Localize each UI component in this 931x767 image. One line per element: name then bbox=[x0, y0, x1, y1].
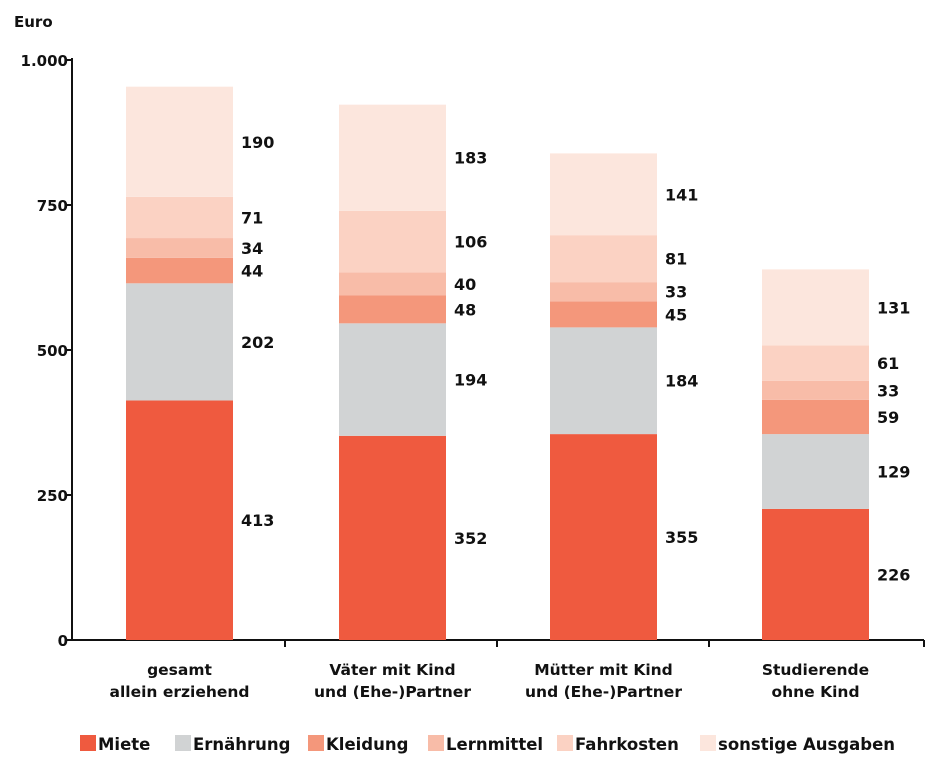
bar-segment-fahrkosten bbox=[550, 235, 657, 283]
value-label: 131 bbox=[877, 298, 910, 317]
bar-segment-lernmittel bbox=[550, 282, 657, 302]
bar-segment-ernährung bbox=[762, 434, 869, 509]
legend-swatch bbox=[700, 735, 716, 751]
value-label: 106 bbox=[454, 233, 487, 252]
value-label: 48 bbox=[454, 300, 476, 319]
bar-segment-miete bbox=[126, 400, 233, 640]
x-axis bbox=[72, 639, 925, 647]
legend-label: Kleidung bbox=[326, 735, 408, 754]
bar-segment-kleidung bbox=[126, 257, 233, 284]
legend-swatch bbox=[428, 735, 444, 751]
bar-segment-ernährung bbox=[339, 323, 446, 436]
bar-segment-lernmittel bbox=[339, 272, 446, 296]
y-axis-unit-label: Euro bbox=[14, 13, 53, 31]
bar-segment-fahrkosten bbox=[762, 345, 869, 381]
bar-segment-ernährung bbox=[126, 283, 233, 401]
legend-swatch bbox=[308, 735, 324, 751]
category-label: Väter mit Kind bbox=[329, 661, 455, 679]
value-label: 190 bbox=[241, 133, 274, 152]
value-label: 45 bbox=[665, 305, 687, 324]
legend-swatch bbox=[175, 735, 191, 751]
value-label: 129 bbox=[877, 463, 910, 482]
category-labels-group: gesamt allein erziehend Väter mit Kind und … bbox=[109, 661, 869, 701]
category-label: Studierende bbox=[762, 661, 869, 679]
y-tick-label: 1.000 bbox=[21, 52, 68, 70]
value-label: 226 bbox=[877, 565, 910, 584]
bar-segment-ernährung bbox=[550, 327, 657, 435]
category-label: ohne Kind bbox=[771, 683, 859, 701]
value-label: 33 bbox=[665, 283, 687, 302]
category-label: und (Ehe-)Partner bbox=[525, 683, 682, 701]
bar-segment-sonstige-ausgaben bbox=[126, 86, 233, 197]
legend-label: Ernährung bbox=[193, 735, 290, 754]
category-label: und (Ehe-)Partner bbox=[314, 683, 471, 701]
value-label: 184 bbox=[665, 372, 698, 391]
value-label: 413 bbox=[241, 511, 274, 530]
bar-segment-sonstige-ausgaben bbox=[762, 269, 869, 346]
bar-segment-fahrkosten bbox=[126, 196, 233, 239]
category-label: allein erziehend bbox=[109, 683, 249, 701]
y-tick-label: 750 bbox=[37, 197, 68, 215]
value-label: 33 bbox=[877, 381, 899, 400]
legend-label: Lernmittel bbox=[446, 735, 543, 754]
bar-segment-kleidung bbox=[339, 295, 446, 324]
value-label: 34 bbox=[241, 239, 263, 258]
legend-swatch bbox=[80, 735, 96, 751]
legend: Miete Ernährung Kleidung Lernmittel Fahrkost… bbox=[80, 735, 895, 754]
legend-swatch bbox=[557, 735, 573, 751]
y-tick-label: 250 bbox=[37, 487, 68, 505]
value-label: 352 bbox=[454, 529, 487, 548]
y-tick-label: 500 bbox=[37, 342, 68, 360]
value-labels-group: 413 202 44 34 71 190 352 194 48 40 106 183 355 184 45 3… bbox=[241, 133, 910, 585]
category-label: gesamt bbox=[147, 661, 212, 679]
value-label: 40 bbox=[454, 275, 476, 294]
category-label: Mütter mit Kind bbox=[534, 661, 673, 679]
value-label: 183 bbox=[454, 149, 487, 168]
bar-segment-lernmittel bbox=[126, 238, 233, 258]
value-label: 59 bbox=[877, 408, 899, 427]
value-label: 194 bbox=[454, 371, 487, 390]
value-label: 141 bbox=[665, 185, 698, 204]
bar-segment-lernmittel bbox=[762, 380, 869, 400]
bar-segment-miete bbox=[339, 435, 446, 640]
bar-segment-miete bbox=[550, 434, 657, 640]
y-tick-label: 0 bbox=[58, 632, 68, 650]
bar-segment-sonstige-ausgaben bbox=[339, 104, 446, 211]
value-label: 81 bbox=[665, 250, 687, 269]
value-label: 61 bbox=[877, 354, 899, 373]
legend-label: Fahrkosten bbox=[575, 735, 679, 754]
value-label: 44 bbox=[241, 262, 263, 281]
legend-label: sonstige Ausgaben bbox=[718, 735, 895, 754]
bar-segment-miete bbox=[762, 508, 869, 640]
bar-segment-sonstige-ausgaben bbox=[550, 153, 657, 236]
value-label: 202 bbox=[241, 333, 274, 352]
bar-segment-fahrkosten bbox=[339, 210, 446, 273]
bar-segment-kleidung bbox=[762, 399, 869, 435]
bar-segment-kleidung bbox=[550, 301, 657, 328]
bars-group bbox=[126, 86, 869, 640]
value-label: 355 bbox=[665, 528, 698, 547]
legend-label: Miete bbox=[98, 735, 150, 754]
y-axis: 0 250 500 750 1.000 bbox=[21, 52, 73, 650]
value-label: 71 bbox=[241, 208, 263, 227]
